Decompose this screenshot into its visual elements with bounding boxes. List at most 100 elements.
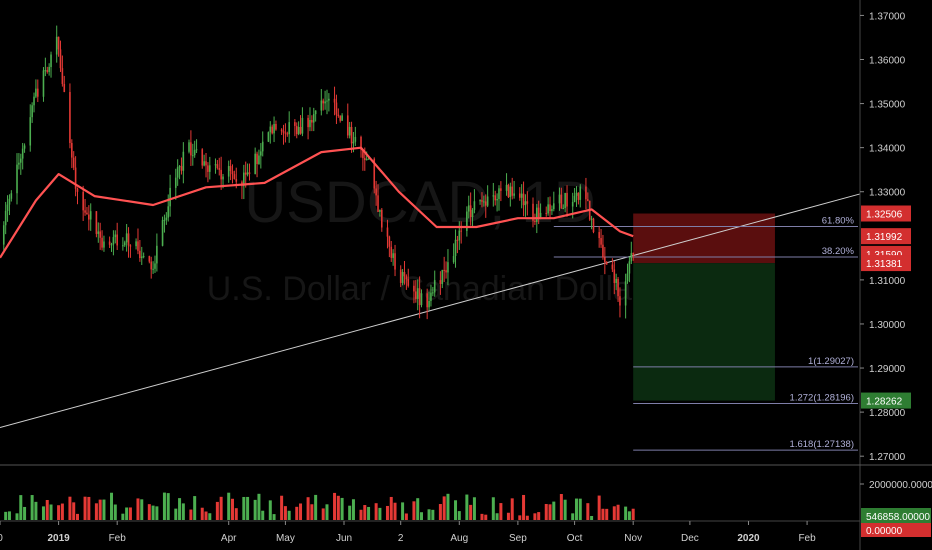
candle-body [373,158,376,189]
volume-bar [299,503,303,520]
candle-body [469,205,472,218]
candle-body [140,256,143,259]
volume-bar [525,515,529,520]
candle-body [246,172,249,175]
volume-bar [548,504,552,520]
volume-bar [389,496,393,520]
candle-body [258,155,260,165]
volume-bar [230,498,234,520]
candle-body [379,209,381,212]
volume-bar [544,503,548,520]
candle-body [496,198,498,201]
candle-body [328,98,330,101]
volume-bar [590,515,594,520]
volume-bar [268,500,272,520]
volume-bar [499,503,503,520]
candle-body [381,209,383,228]
candle-body [203,161,205,166]
candle-body [84,210,86,213]
candle-body [294,122,296,126]
trendline-layer[interactable] [0,193,861,429]
candle-body [418,288,421,306]
candle-body [545,212,548,214]
volume-bar [374,503,378,520]
volume-bar [378,507,382,520]
volume-bar [601,508,605,520]
candle-body [339,116,342,121]
fibonacci-levels[interactable]: 61.80% 38.20% 1(1.29027) 1.272(1.28196) 1.61… [553,216,858,451]
candle-body [110,244,113,246]
volume-bar [102,499,106,520]
candle-body [579,186,582,200]
candle-body [156,245,158,264]
candle-body [407,279,410,286]
volume-bar [68,496,72,520]
volume-bar [480,513,484,520]
candle-body [392,253,394,258]
candle-body [624,281,627,306]
candle-body [243,172,245,187]
candle-body [314,110,317,115]
price-tag-text: 1.28262 [866,397,903,408]
candle-body [231,171,234,175]
y-tick-label: 1.27000 [869,452,906,463]
volume-bar [246,496,250,520]
volume-bar [242,496,246,520]
candle-body [415,291,417,299]
candle-body [571,201,574,207]
candle-body [95,211,98,234]
candle-body [57,36,60,50]
position-zones[interactable] [633,213,775,401]
y-tick-label: 1.35000 [869,100,906,111]
candle-body [169,187,171,207]
candle-body [88,214,90,220]
volume-bar [162,492,166,520]
y-tick-label: 1.33000 [869,188,906,199]
candle-body [481,200,483,202]
volume-bar [446,493,450,520]
x-tick-label: Feb [109,533,127,544]
candle-body [326,100,328,102]
candle-body [441,269,444,284]
candle-body [29,117,32,146]
volume-bar [563,499,567,520]
x-tick-label: 2019 [47,533,70,544]
volume-bar [321,508,325,520]
candle-body [439,280,442,284]
watermark: USDCAD, 1D U.S. Dollar / Canadian Dollar [207,170,644,308]
volume-bar [234,508,238,520]
volume-bar [412,501,416,520]
candle-body [82,191,84,211]
price-tag [861,255,911,272]
candle-body [139,250,141,259]
volume-bar [416,498,420,520]
candle-body [129,245,132,247]
candle-body [244,172,247,175]
volume-bar [113,504,117,520]
candle-body [377,195,379,212]
candle-body [320,100,323,111]
candle-body [403,272,406,277]
candle-body [191,155,194,157]
candle-body [125,233,128,243]
candle-body [354,136,357,142]
candle-body [4,210,7,226]
candle-body [297,126,300,135]
candle-body [341,115,343,121]
candle-body [235,178,238,182]
volume-bar [83,496,87,520]
candle-body [346,115,349,136]
x-tick-label: Aug [450,533,468,544]
candle-body [363,158,366,161]
candle-body [286,133,289,135]
candle-body [590,218,593,220]
volume-bar [559,494,563,520]
candle-body [566,192,568,207]
candle-body [74,167,77,189]
candle-body [260,151,262,156]
y-tick-label: 1.29000 [869,364,906,375]
candle-body [161,220,164,246]
candle-body [443,269,445,271]
y-tick-label: 1.34000 [869,144,906,155]
